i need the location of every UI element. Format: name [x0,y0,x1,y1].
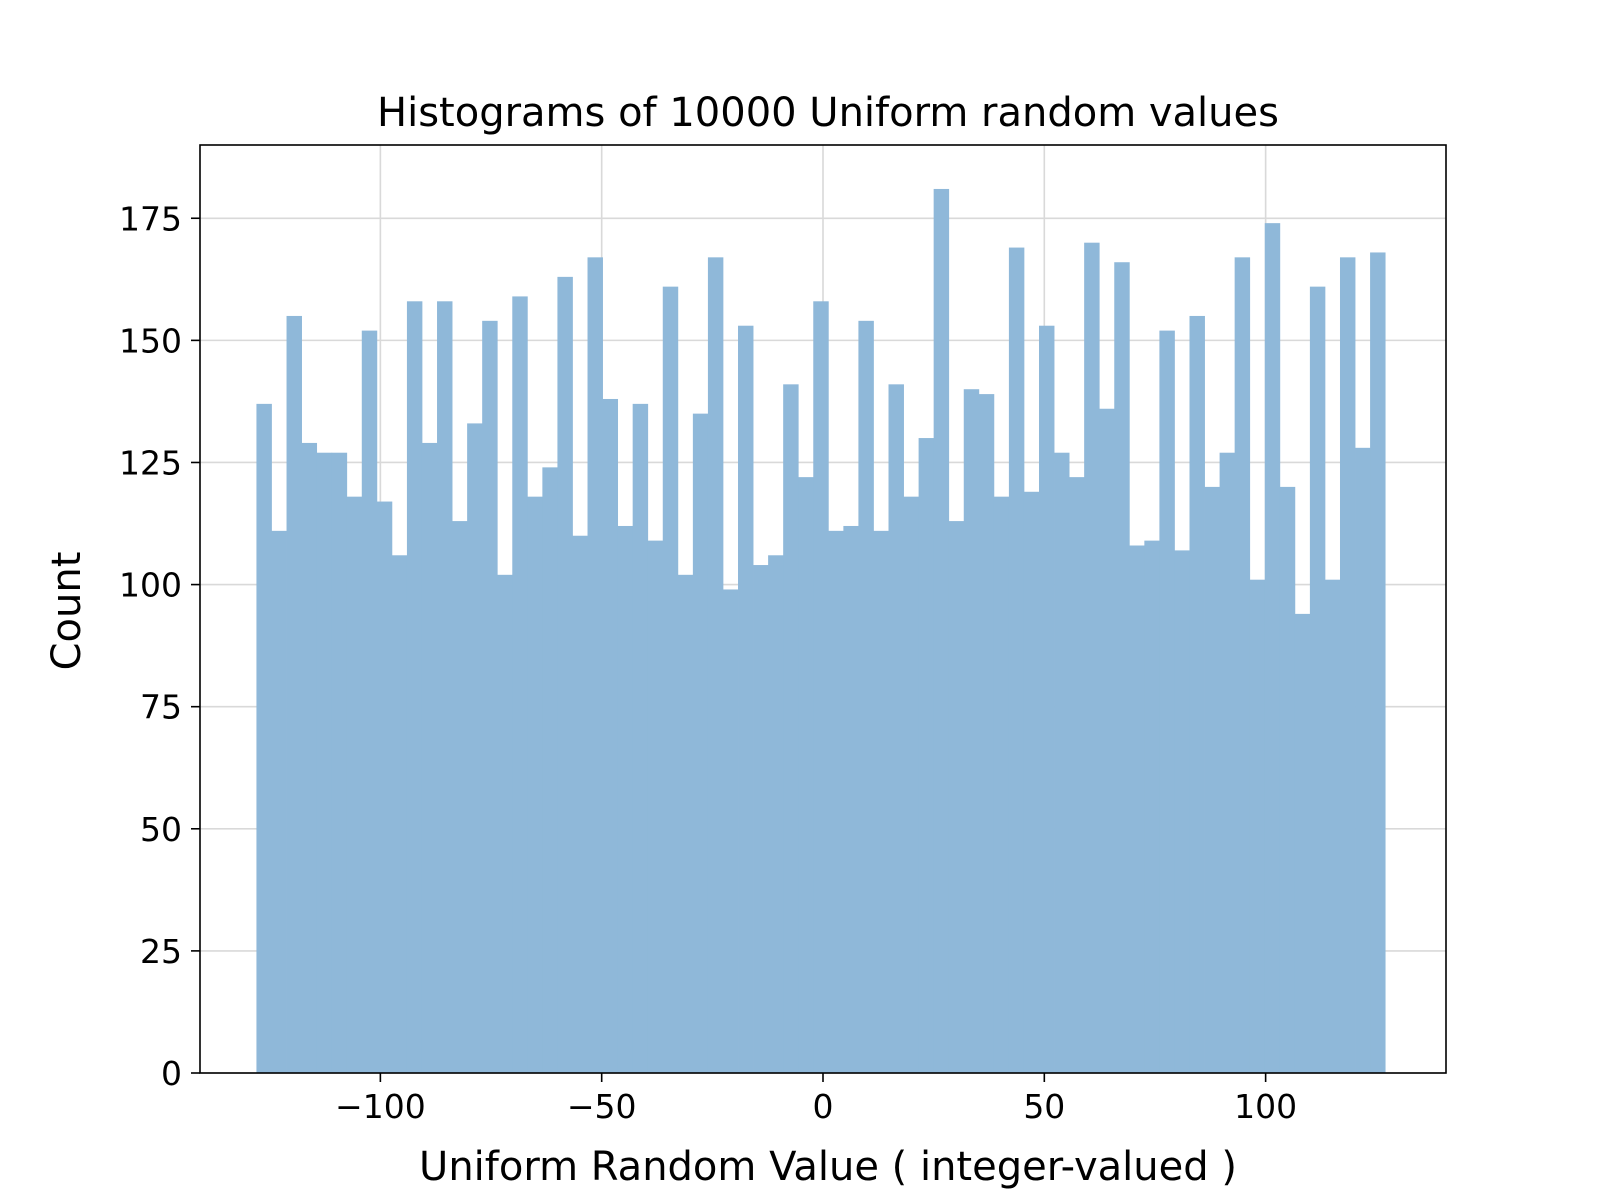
histogram-bar [572,535,588,1073]
histogram-bar [557,276,573,1074]
histogram-bar [1023,491,1040,1074]
histogram-bar [1054,452,1070,1073]
histogram-bar [286,315,302,1073]
y-tick-label: 150 [119,321,182,360]
histogram-bar [467,423,483,1073]
histogram-bar [948,521,965,1073]
histogram-bar [632,403,649,1073]
histogram-bar [391,555,408,1073]
histogram-bar [301,442,318,1073]
histogram-bar [1339,257,1356,1073]
histogram-bar [918,438,935,1074]
histogram-bar [1159,330,1175,1074]
histogram-bar [1249,579,1266,1073]
chart-title: Histograms of 10000 Uniform random value… [377,90,1279,136]
histogram-bar [783,384,799,1074]
histogram-bar [753,565,769,1073]
histogram-bar [707,257,724,1073]
histogram-bar [361,330,378,1074]
histogram-bar [1204,486,1220,1073]
axis-ticks: −100 −50 0 50 100 0 25 50 75 100 125 150 175 [119,199,1297,1126]
histogram-bar [421,442,438,1073]
histogram-bar [271,530,287,1073]
histogram-bar [1219,452,1236,1073]
histogram-bar [1234,257,1251,1073]
histogram-bar [512,296,528,1073]
x-tick-label: −100 [335,1087,426,1126]
histogram-bar [647,540,664,1073]
histogram-bar [1370,252,1386,1073]
histogram-bar [1114,262,1130,1073]
histogram-bar [1264,223,1281,1074]
histogram-bar [722,589,739,1073]
histogram-bar [1069,477,1085,1073]
histogram-bar [1324,579,1341,1073]
histogram-bar [1144,540,1160,1073]
histogram-bar [903,496,920,1073]
histogram-bar [662,286,679,1074]
histogram-bar [692,413,709,1073]
histogram-bar [256,403,272,1073]
histogram-bar [768,555,784,1073]
y-axis-label: Count [44,552,90,671]
histogram-bar [798,477,814,1073]
histogram-bar [813,301,829,1073]
histogram-bar [617,525,634,1073]
y-tick-label: 100 [119,566,182,605]
histogram-bar [1355,447,1371,1073]
histogram-bar [978,394,995,1073]
histogram-bar [858,320,874,1074]
histogram-bar [316,452,333,1073]
histogram-bar [527,496,543,1073]
histogram-bar [828,530,844,1073]
y-tick-label: 50 [140,810,182,849]
histogram-bar [963,389,980,1073]
x-tick-label: 0 [813,1087,834,1126]
x-axis-label: Uniform Random Value ( integer-valued ) [419,1144,1237,1190]
histogram-bar [587,257,603,1073]
histogram-bar [843,525,859,1073]
histogram-bars [256,188,1386,1074]
histogram-bar [993,496,1010,1073]
histogram-bar [331,452,348,1073]
y-tick-label: 75 [140,688,182,727]
histogram-bar [1189,315,1205,1073]
histogram-bar [1084,242,1100,1073]
y-tick-label: 125 [119,443,182,482]
x-tick-label: 50 [1023,1087,1065,1126]
y-tick-label: 25 [140,932,182,971]
histogram-bar [452,521,468,1073]
histogram-bar [1099,408,1115,1073]
histogram-bar [738,325,754,1073]
histogram-bar [933,188,950,1074]
histogram-bar [1129,545,1145,1073]
histogram-bar [437,301,453,1073]
histogram-bar [1039,325,1055,1073]
histogram-bar [376,501,393,1073]
histogram-bar [1309,286,1326,1074]
histogram-bar [602,398,619,1073]
histogram-bar [1174,550,1190,1073]
histogram-bar [482,320,498,1074]
y-tick-label: 175 [119,199,182,238]
histogram-bar [1279,486,1296,1073]
histogram-bar [1294,613,1311,1073]
y-tick-label: 0 [161,1054,182,1093]
histogram-bar [888,384,904,1074]
histogram-bar [406,301,423,1073]
histogram-bar [497,574,513,1073]
histogram-bar [873,530,889,1073]
histogram-bar [542,467,558,1073]
histogram-bar [1008,247,1025,1073]
x-tick-label: −50 [567,1087,637,1126]
histogram-bar [677,574,694,1073]
x-tick-label: 100 [1234,1087,1297,1126]
histogram-bar [346,496,363,1073]
